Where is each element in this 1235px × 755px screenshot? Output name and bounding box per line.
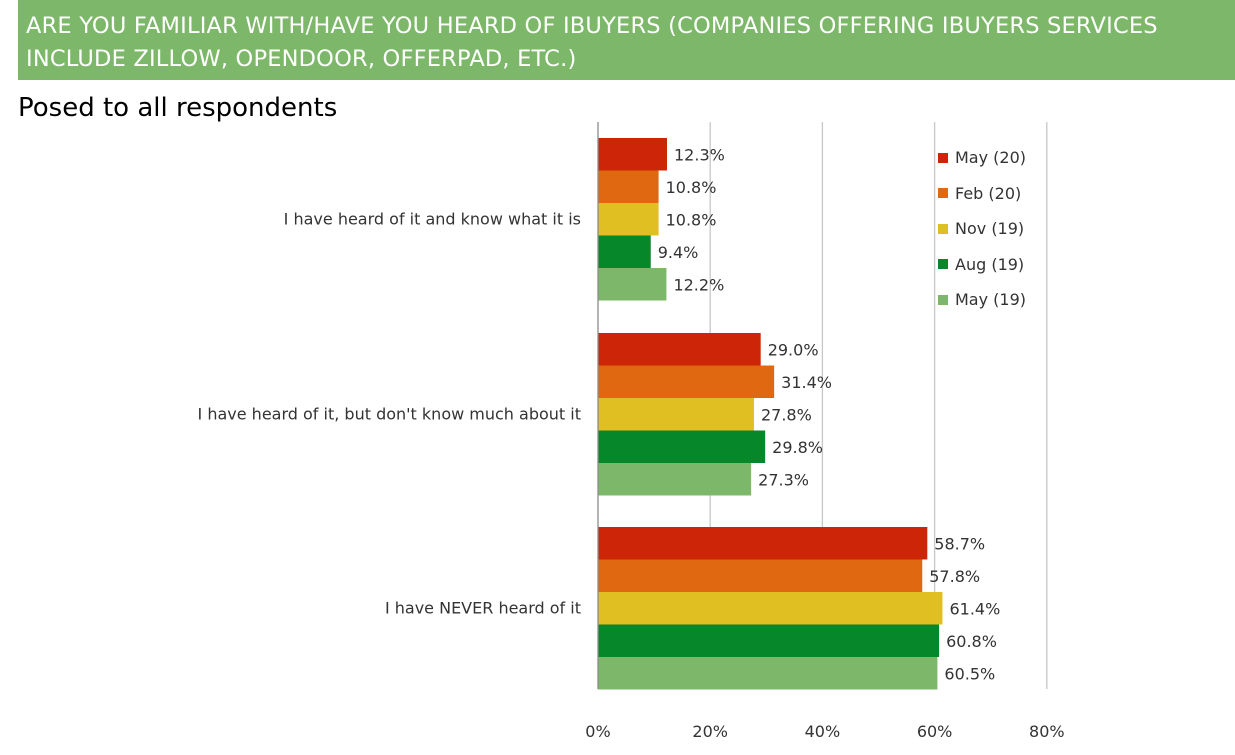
legend-swatch <box>938 223 948 234</box>
legend-label: Aug (19) <box>955 254 1025 274</box>
legend-item: May (20) <box>938 140 1026 176</box>
data-label: 9.4% <box>658 243 699 262</box>
data-label: 10.8% <box>666 210 717 229</box>
bar <box>598 430 766 463</box>
data-label: 29.8% <box>772 438 823 457</box>
legend-label: May (19) <box>955 290 1027 310</box>
data-label: 31.4% <box>781 373 832 392</box>
subtitle: Posed to all respondents <box>18 93 338 123</box>
bar <box>598 268 667 301</box>
legend-label: May (20) <box>955 148 1027 168</box>
bar <box>598 592 943 625</box>
x-tick-label: 20% <box>692 722 728 741</box>
legend-swatch <box>938 188 948 199</box>
data-label: 12.2% <box>673 275 724 294</box>
data-label: 10.8% <box>666 178 717 197</box>
bar <box>598 624 940 657</box>
legend-label: Nov (19) <box>955 219 1025 239</box>
bar <box>598 463 752 496</box>
data-label: 57.8% <box>929 567 980 586</box>
legend-swatch <box>938 259 948 270</box>
legend-swatch <box>938 152 948 163</box>
data-label: 60.8% <box>946 632 997 651</box>
legend-item: Nov (19) <box>938 211 1026 247</box>
data-label: 27.8% <box>761 405 812 424</box>
legend-label: Feb (20) <box>955 183 1022 203</box>
x-tick-label: 80% <box>1029 722 1065 741</box>
bar <box>598 559 923 592</box>
bar <box>598 527 928 560</box>
data-label: 61.4% <box>949 599 1000 618</box>
data-label: 27.3% <box>758 470 809 489</box>
chart-legend: May (20) Feb (20) Nov (19) Aug (19) May (19) <box>938 140 1026 318</box>
data-label: 60.5% <box>944 664 995 683</box>
x-tick-label: 40% <box>805 722 841 741</box>
x-tick-label: 0% <box>585 722 610 741</box>
bar <box>598 235 651 268</box>
legend-item: Aug (19) <box>938 247 1026 283</box>
title-banner: ARE YOU FAMILIAR WITH/HAVE YOU HEARD OF … <box>18 0 1235 80</box>
bar <box>598 398 754 431</box>
data-label: 29.0% <box>768 340 819 359</box>
bar <box>598 138 668 171</box>
bar <box>598 365 775 398</box>
category-label: I have NEVER heard of it <box>385 598 581 617</box>
bar <box>598 333 761 366</box>
category-label: I have heard of it and know what it is <box>284 209 581 228</box>
data-label: 12.3% <box>674 145 725 164</box>
title-line-2: INCLUDE ZILLOW, OPENDOOR, OFFERPAD, ETC.… <box>26 46 577 72</box>
data-label: 58.7% <box>934 534 985 553</box>
legend-swatch <box>938 294 948 305</box>
category-label: I have heard of it, but don't know much … <box>198 404 581 423</box>
title-line-1: ARE YOU FAMILIAR WITH/HAVE YOU HEARD OF … <box>26 13 1158 39</box>
legend-item: May (19) <box>938 282 1026 318</box>
x-tick-label: 60% <box>917 722 953 741</box>
bar <box>598 203 659 236</box>
bar <box>598 657 938 690</box>
bar <box>598 170 659 203</box>
legend-item: Feb (20) <box>938 176 1026 212</box>
